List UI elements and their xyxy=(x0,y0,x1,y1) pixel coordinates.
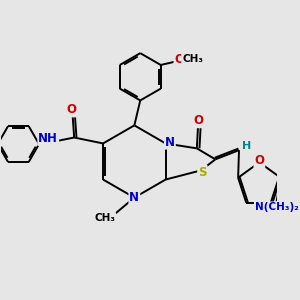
Text: CH₃: CH₃ xyxy=(182,54,203,64)
Text: N: N xyxy=(165,136,175,148)
Text: N(CH₃)₂: N(CH₃)₂ xyxy=(255,202,298,212)
Text: H: H xyxy=(242,141,251,151)
Text: O: O xyxy=(66,103,76,116)
Text: O: O xyxy=(174,53,184,66)
Text: NH: NH xyxy=(38,132,58,145)
Text: S: S xyxy=(198,166,207,179)
Text: O: O xyxy=(193,114,203,127)
Text: O: O xyxy=(254,154,264,167)
Text: N: N xyxy=(129,191,140,204)
Text: CH₃: CH₃ xyxy=(94,213,115,223)
